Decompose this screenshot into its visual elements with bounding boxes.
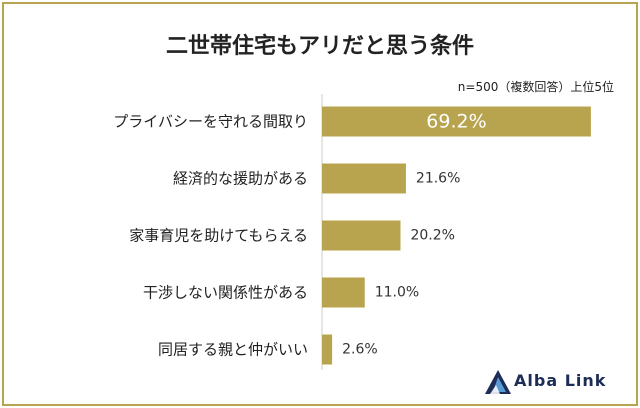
category-label: プライバシーを守れる間取り <box>113 113 308 131</box>
chart-title: 二世帯住宅もアリだと思う条件 <box>165 34 474 59</box>
bar <box>322 277 365 308</box>
category-label: 干渉しない関係性がある <box>143 284 308 302</box>
category-label: 家事育児を助けてもらえる <box>129 227 308 245</box>
bar <box>322 334 333 365</box>
value-label: 69.2% <box>426 111 486 133</box>
sample-note: n=500（複数回答）上位5位 <box>457 80 614 94</box>
category-label: 同居する親と仲がいい <box>158 341 308 359</box>
category-label: 経済的な援助がある <box>173 170 308 188</box>
brand-logo: Alba Link <box>484 364 634 400</box>
brand-name: Alba Link <box>514 371 607 390</box>
value-label: 21.6% <box>416 171 460 187</box>
value-label: 2.6% <box>342 342 378 358</box>
bar <box>322 163 406 194</box>
value-label: 11.0% <box>375 285 419 301</box>
value-label: 20.2% <box>410 228 454 244</box>
brand-triangle-icon <box>485 370 511 394</box>
bar <box>322 106 591 137</box>
bar <box>322 220 401 251</box>
